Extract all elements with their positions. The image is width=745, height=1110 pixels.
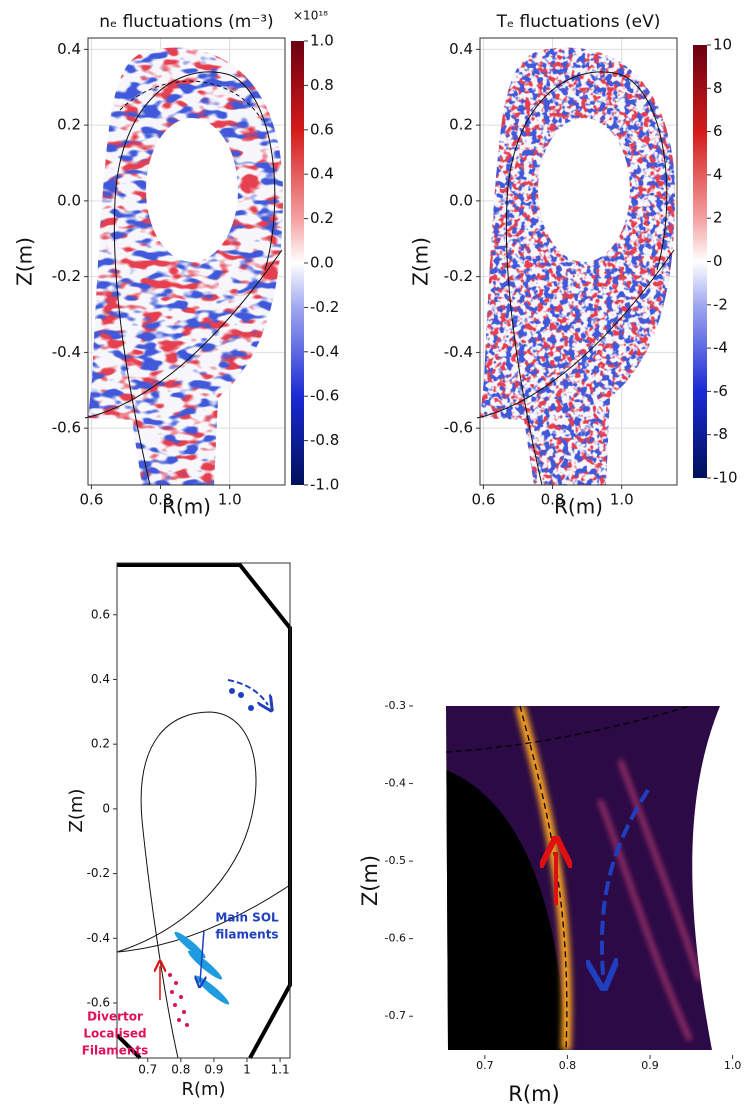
colorbar-tick-label: 0 (713, 252, 723, 270)
x-tick-label: 0.8 (149, 491, 173, 509)
colorbar-tick-label: -6 (713, 382, 728, 400)
colorbar-tick-label: -2 (713, 295, 728, 313)
annotation: Filaments (82, 1044, 149, 1058)
y-tick-label: 0.4 (449, 40, 473, 58)
y-tick-label: -0.7 (385, 1009, 406, 1022)
colorbar (291, 41, 304, 485)
y-tick-label: 0.2 (449, 116, 473, 134)
plot-frame (116, 562, 291, 1059)
annotation: Localised (83, 1027, 146, 1041)
y-tick-label: 0.0 (449, 191, 473, 209)
colorbar-tick-label: 2 (713, 209, 723, 227)
annotation: Main SOL (215, 911, 279, 925)
chart-title: Tₑ fluctuations (eV) (496, 12, 661, 32)
y-tick-label: -0.6 (52, 419, 81, 437)
x-tick-label: 0.9 (641, 1059, 659, 1072)
y-tick-label: -0.6 (385, 932, 406, 945)
colorbar-tick-label: -8 (713, 425, 728, 443)
colorbar-tick-label: -0.4 (310, 342, 339, 360)
y-tick-label: -0.3 (385, 699, 406, 712)
separatrix (116, 711, 291, 1059)
y-tick-label: -0.4 (385, 777, 406, 790)
colorbar-tick-label: -4 (713, 339, 728, 357)
y-tick-label: -0.2 (52, 267, 81, 285)
annotation: filaments (215, 928, 278, 942)
colorbar-tick-label: 4 (713, 165, 723, 183)
y-tick-label: 0.0 (57, 191, 81, 209)
y-tick-label: -0.2 (87, 866, 110, 880)
colorbar-tick-label: -1.0 (310, 476, 339, 494)
colorbar-tick-label: -0.8 (310, 431, 339, 449)
y-tick-label: 0.4 (91, 672, 110, 686)
x-tick-label: 0.9 (204, 1063, 223, 1077)
colorbar-tick-label: 6 (713, 122, 723, 140)
colorbar-tick-label: 0.0 (310, 254, 334, 272)
separatrix (84, 71, 283, 486)
y-tick-label: -0.4 (87, 931, 110, 945)
y-tick-label: -0.2 (444, 267, 473, 285)
y-axis-label: Z(m) (66, 789, 87, 833)
x-tick-label: 1.1 (271, 1063, 290, 1077)
y-tick-label: -0.5 (385, 854, 406, 867)
colorbar-multiplier: ×10¹⁸ (293, 9, 328, 23)
y-axis-label: Z(m) (13, 237, 37, 286)
y-tick-label: -0.6 (444, 419, 473, 437)
x-tick-label: 0.6 (472, 491, 496, 509)
colorbar-tick-label: -0.2 (310, 298, 339, 316)
y-tick-label: -0.6 (87, 996, 110, 1010)
x-tick-label: 0.8 (541, 491, 565, 509)
x-tick-label: 0.7 (138, 1063, 157, 1077)
plot-frame (479, 37, 678, 486)
colorbar-tick-label: 10 (713, 36, 732, 54)
colorbar-tick-label: 8 (713, 79, 723, 97)
x-tick-label: 1 (243, 1063, 251, 1077)
colorbar-tick-label: 0.4 (310, 165, 334, 183)
y-tick-label: -0.4 (444, 343, 473, 361)
x-tick-label: 1.0 (724, 1059, 742, 1072)
x-tick-label: 1.0 (610, 491, 634, 509)
x-axis-label: R(m) (554, 495, 603, 519)
y-tick-label: 0.2 (91, 737, 110, 751)
separatrix (476, 71, 675, 486)
y-tick-label: 0.6 (91, 607, 110, 621)
x-tick-label: 1.0 (218, 491, 242, 509)
y-tick-label: 0.4 (57, 40, 81, 58)
x-tick-label: 0.6 (80, 491, 104, 509)
x-tick-label: 0.8 (559, 1059, 577, 1072)
axes-layer: 0.6 0.8 1.0 0.4 0.2 0.0 -0.2 -0.4 -0.6 R(m) Z(m) nₑ… (13, 9, 742, 1107)
y-tick-label: -0.4 (52, 343, 81, 361)
temperature-map (480, 47, 676, 485)
plot-frame (87, 37, 286, 486)
colorbar-tick-label: 0.8 (310, 76, 334, 94)
y-axis-label: Z(m) (358, 855, 382, 906)
colorbar-tick-label: 1.0 (310, 32, 334, 50)
colorbar-tick-label: 0.6 (310, 120, 334, 138)
annotation: Divertor (87, 1010, 143, 1024)
colorbar-tick-label: 0.2 (310, 209, 334, 227)
flow-arrows (556, 788, 650, 975)
x-axis-label: R(m) (181, 1079, 225, 1100)
x-tick-label: 0.8 (171, 1063, 190, 1077)
y-tick-label: 0.2 (57, 116, 81, 134)
y-tick-label: 0 (102, 801, 110, 815)
x-tick-label: 0.7 (476, 1059, 494, 1072)
colorbar-tick-label: -10 (713, 469, 738, 487)
emission-map (446, 706, 720, 1050)
density-map (88, 47, 284, 485)
colorbar (693, 45, 707, 478)
x-axis-label: R(m) (162, 495, 211, 519)
filament-sketch (160, 679, 268, 1027)
colorbar-tick-label: -0.6 (310, 387, 339, 405)
chart-title: nₑ fluctuations (m⁻³) (99, 12, 273, 32)
y-axis-label: Z(m) (409, 237, 433, 286)
x-axis-label: R(m) (508, 1082, 559, 1106)
